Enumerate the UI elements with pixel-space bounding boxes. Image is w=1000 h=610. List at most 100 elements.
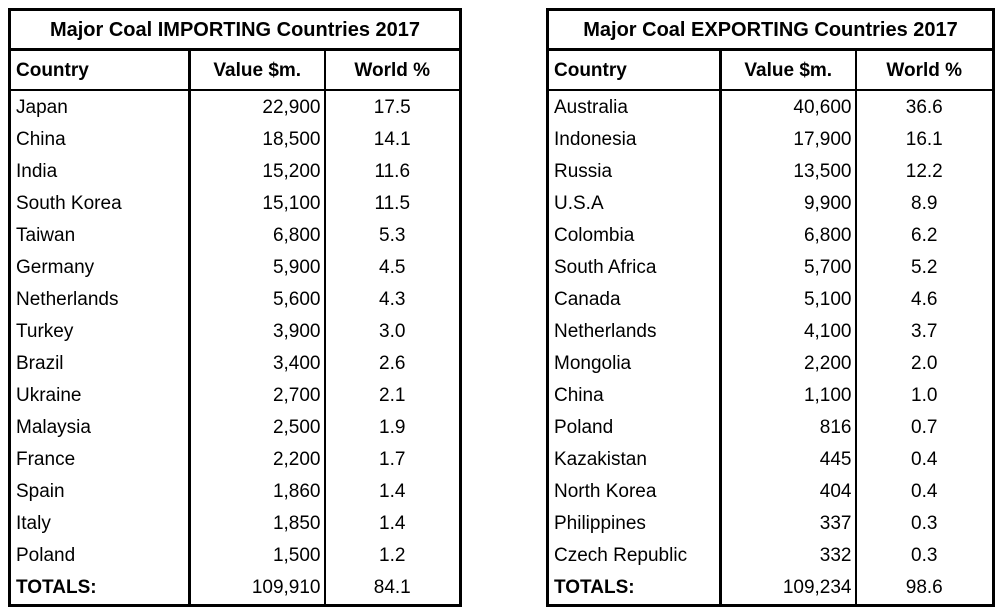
percent-cell: 6.2 <box>854 219 994 251</box>
value-cell: 6,800 <box>188 219 325 251</box>
table-row: India 15,200 11.6 <box>10 155 461 187</box>
table-title-row: Major Coal IMPORTING Countries 2017 <box>9 9 461 51</box>
value-cell: 15,100 <box>188 187 325 219</box>
table-row: Kazakistan 445 0.4 <box>548 443 994 475</box>
table-row: Taiwan 6,800 5.3 <box>10 219 461 251</box>
country-cell: Poland <box>554 416 614 438</box>
table-row: Japan 22,900 17.5 <box>10 90 461 123</box>
country-cell: Netherlands <box>554 320 657 342</box>
importing-countries-table: Major Coal IMPORTING Countries 2017 Coun… <box>8 8 462 607</box>
column-header-world-percent: World % <box>323 49 461 91</box>
country-cell: Philippines <box>554 512 646 534</box>
totals-value: 109,234 <box>719 571 856 606</box>
table-row: Mongolia 2,200 2.0 <box>548 347 994 379</box>
table-row: China 18,500 14.1 <box>10 123 461 155</box>
table-row: Colombia 6,800 6.2 <box>548 219 994 251</box>
table-row: Philippines 337 0.3 <box>548 507 994 539</box>
value-cell: 6,800 <box>719 219 856 251</box>
table-row: Italy 1,850 1.4 <box>10 507 461 539</box>
country-cell: China <box>16 128 66 150</box>
percent-cell: 3.7 <box>854 315 994 347</box>
value-cell: 22,900 <box>188 90 325 123</box>
table-row: Poland 816 0.7 <box>548 411 994 443</box>
percent-cell: 36.6 <box>854 90 994 123</box>
totals-row: TOTALS: 109,910 84.1 <box>10 571 461 606</box>
value-cell: 18,500 <box>188 123 325 155</box>
country-cell: Ukraine <box>16 384 82 406</box>
table-row: Czech Republic 332 0.3 <box>548 539 994 571</box>
value-cell: 337 <box>719 507 856 539</box>
country-cell: Spain <box>16 480 65 502</box>
table-row: China 1,100 1.0 <box>548 379 994 411</box>
percent-cell: 0.4 <box>854 443 994 475</box>
column-header-value: Value $m. <box>719 49 856 91</box>
value-cell: 13,500 <box>719 155 856 187</box>
country-cell: Brazil <box>16 352 64 374</box>
percent-cell: 2.0 <box>854 347 994 379</box>
column-header-value: Value $m. <box>188 49 325 91</box>
totals-world-percent: 98.6 <box>854 571 994 606</box>
column-header-country: Country <box>547 49 721 91</box>
totals-value: 109,910 <box>188 571 325 606</box>
value-cell: 17,900 <box>719 123 856 155</box>
country-cell: Germany <box>16 256 95 278</box>
totals-world-percent: 84.1 <box>323 571 461 606</box>
country-cell: South Korea <box>16 192 122 214</box>
table-header-row: Country Value $m. World % <box>9 49 461 91</box>
percent-cell: 14.1 <box>323 123 461 155</box>
value-cell: 2,200 <box>719 347 856 379</box>
value-cell: 1,100 <box>719 379 856 411</box>
exporting-table-body: Australia 40,600 36.6 Indonesia 17,900 16.1 Ru… <box>548 90 994 571</box>
table-row: Poland 1,500 1.2 <box>10 539 461 571</box>
value-cell: 3,400 <box>188 347 325 379</box>
country-cell: Australia <box>554 96 628 118</box>
country-cell: France <box>16 448 76 470</box>
table-row: Spain 1,860 1.4 <box>10 475 461 507</box>
value-cell: 15,200 <box>188 155 325 187</box>
value-cell: 5,100 <box>719 283 856 315</box>
country-cell: Czech Republic <box>554 544 688 566</box>
country-cell: Netherlands <box>16 288 119 310</box>
percent-cell: 0.4 <box>854 475 994 507</box>
country-cell: U.S.A <box>554 192 604 214</box>
country-cell: India <box>16 160 58 182</box>
exporting-countries-table: Major Coal EXPORTING Countries 2017 Coun… <box>546 8 995 607</box>
value-cell: 40,600 <box>719 90 856 123</box>
value-cell: 2,200 <box>188 443 325 475</box>
percent-cell: 1.2 <box>323 539 461 571</box>
percent-cell: 3.0 <box>323 315 461 347</box>
value-cell: 2,700 <box>188 379 325 411</box>
table-row: France 2,200 1.7 <box>10 443 461 475</box>
value-cell: 5,900 <box>188 251 325 283</box>
percent-cell: 4.6 <box>854 283 994 315</box>
column-header-country: Country <box>9 49 190 91</box>
table-row: U.S.A 9,900 8.9 <box>548 187 994 219</box>
country-cell: South Africa <box>554 256 657 278</box>
totals-label: TOTALS: <box>554 577 635 598</box>
percent-cell: 12.2 <box>854 155 994 187</box>
percent-cell: 2.1 <box>323 379 461 411</box>
country-cell: Turkey <box>16 320 74 342</box>
country-cell: Taiwan <box>16 224 76 246</box>
value-cell: 9,900 <box>719 187 856 219</box>
country-cell: North Korea <box>554 480 657 502</box>
value-cell: 1,850 <box>188 507 325 539</box>
percent-cell: 4.3 <box>323 283 461 315</box>
value-cell: 2,500 <box>188 411 325 443</box>
percent-cell: 11.6 <box>323 155 461 187</box>
percent-cell: 16.1 <box>854 123 994 155</box>
value-cell: 5,600 <box>188 283 325 315</box>
table-row: Netherlands 4,100 3.7 <box>548 315 994 347</box>
value-cell: 1,500 <box>188 539 325 571</box>
value-cell: 4,100 <box>719 315 856 347</box>
percent-cell: 1.9 <box>323 411 461 443</box>
country-cell: Malaysia <box>16 416 91 438</box>
country-cell: Italy <box>16 512 51 534</box>
percent-cell: 4.5 <box>323 251 461 283</box>
value-cell: 3,900 <box>188 315 325 347</box>
totals-label: TOTALS: <box>16 577 97 598</box>
importing-table-title: Major Coal IMPORTING Countries 2017 <box>9 9 461 51</box>
country-cell: Kazakistan <box>554 448 647 470</box>
table-row: Germany 5,900 4.5 <box>10 251 461 283</box>
table-row: Brazil 3,400 2.6 <box>10 347 461 379</box>
